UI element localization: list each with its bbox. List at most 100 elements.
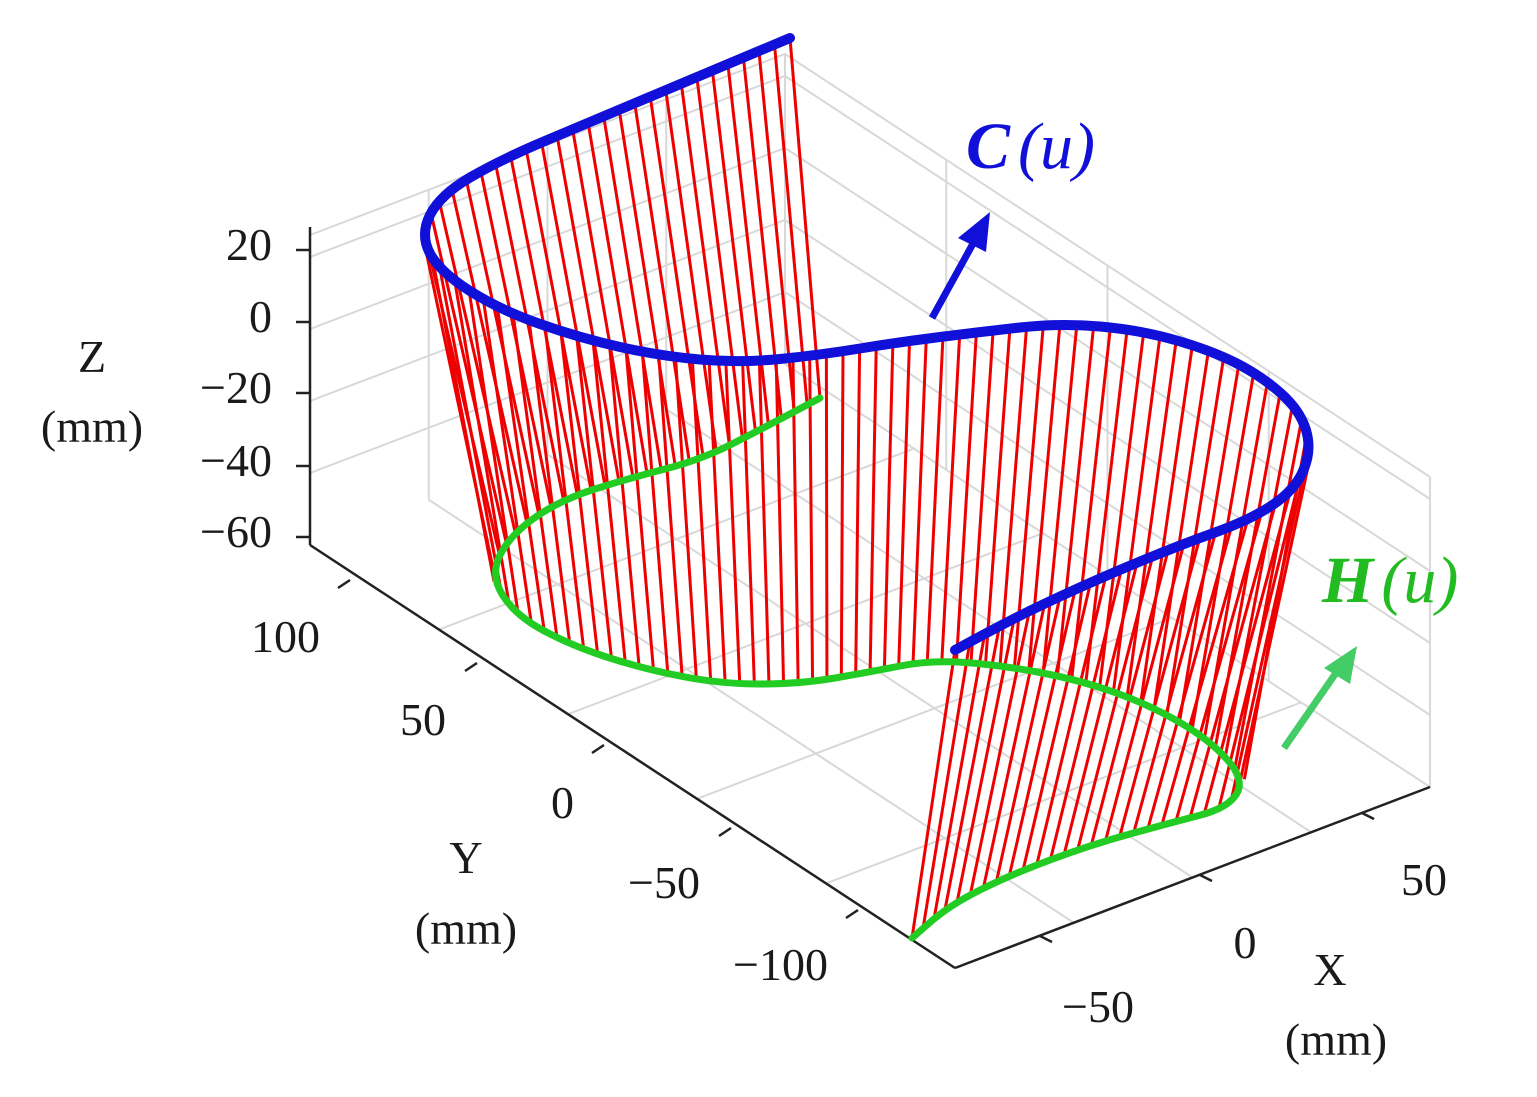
y-tick-label: −50 bbox=[628, 857, 700, 908]
z-tick-label: 0 bbox=[249, 291, 272, 342]
ruling-line bbox=[1174, 511, 1264, 822]
curve-c-label-arg: (u) bbox=[1018, 110, 1095, 183]
ruling-line bbox=[657, 355, 684, 677]
ruling-line bbox=[607, 344, 641, 668]
curve-h-label: H (u) bbox=[1321, 544, 1458, 617]
ruling-line bbox=[1104, 543, 1186, 842]
ruling-line bbox=[1132, 531, 1218, 834]
ruling-line bbox=[932, 633, 987, 920]
ruling-line bbox=[1007, 589, 1077, 876]
ruling-line bbox=[1233, 416, 1304, 769]
ruling-line bbox=[1062, 562, 1139, 856]
y-tick-label: 50 bbox=[400, 694, 446, 745]
ruling-line bbox=[943, 625, 1001, 910]
ruling-line bbox=[1070, 327, 1112, 679]
ruling-line bbox=[741, 362, 756, 685]
z-tick-label: 20 bbox=[226, 219, 272, 270]
ruling-line bbox=[1152, 349, 1211, 708]
ruling-line bbox=[868, 345, 878, 673]
ruling-line bbox=[854, 348, 862, 675]
ruling-line bbox=[640, 351, 670, 674]
ruling-line bbox=[695, 76, 744, 439]
ruling-line bbox=[633, 102, 691, 463]
curve-c-arrow bbox=[928, 212, 990, 320]
y-tick-mark bbox=[464, 661, 478, 673]
ruling-line bbox=[824, 353, 829, 680]
ruling-line bbox=[664, 89, 718, 453]
x-tick-mark bbox=[1199, 873, 1213, 883]
x-axis-unit: (mm) bbox=[1285, 1014, 1387, 1065]
y-tick-mark bbox=[337, 578, 351, 590]
x-axis-line bbox=[954, 785, 1431, 970]
ruling-line bbox=[437, 197, 517, 532]
curve-h-arrow bbox=[1281, 646, 1357, 750]
ruling-line bbox=[450, 187, 529, 524]
ruling-line bbox=[998, 326, 1029, 666]
ruling-line bbox=[591, 340, 627, 664]
ruling-line bbox=[981, 603, 1047, 889]
ruling-line bbox=[540, 142, 607, 487]
curve-h bbox=[492, 394, 1243, 942]
ruling-line bbox=[1160, 520, 1249, 826]
curve-h-label-arg: (u) bbox=[1381, 544, 1458, 617]
ruling-line bbox=[954, 332, 978, 662]
ruling-line bbox=[624, 348, 656, 671]
ruling-line bbox=[984, 328, 1012, 665]
ruling-line bbox=[897, 340, 912, 667]
wall-grid-line bbox=[309, 74, 1431, 500]
ruling-line bbox=[1048, 568, 1123, 861]
ruling-line bbox=[1236, 449, 1314, 792]
ruling-line bbox=[882, 343, 895, 670]
ruling-line bbox=[969, 330, 995, 664]
y-tick-label: 100 bbox=[251, 611, 320, 662]
ruling-line bbox=[1146, 526, 1233, 830]
x-tick-label: 0 bbox=[1234, 917, 1257, 968]
ruling-line bbox=[617, 109, 677, 467]
ruling-line bbox=[839, 351, 845, 677]
ruling-line bbox=[496, 308, 546, 632]
ruling-line bbox=[940, 334, 962, 661]
ruling-line bbox=[774, 359, 786, 685]
ruling-line bbox=[439, 272, 504, 595]
curve-c bbox=[420, 33, 1314, 655]
ruling-line bbox=[1035, 575, 1108, 866]
z-tick-label: −60 bbox=[200, 506, 272, 557]
ruling-line bbox=[994, 596, 1062, 883]
y-axis-line bbox=[309, 543, 956, 970]
ruling-line bbox=[1021, 582, 1093, 871]
ruling-line bbox=[586, 122, 649, 474]
ruling-line bbox=[602, 116, 663, 471]
z-tick-label: −40 bbox=[200, 435, 272, 486]
x-tick-mark bbox=[1361, 811, 1375, 821]
ruling-line bbox=[511, 314, 559, 639]
ruling-line bbox=[1084, 328, 1129, 683]
ruling-line bbox=[1041, 324, 1079, 674]
ruling-line bbox=[1188, 502, 1278, 819]
ruling-line bbox=[1055, 325, 1096, 676]
ruling-line bbox=[430, 257, 496, 582]
ruling-line bbox=[1216, 480, 1301, 811]
wall-grid-line bbox=[309, 218, 1431, 644]
ruling-line bbox=[707, 360, 727, 685]
y-tick-mark bbox=[845, 908, 859, 920]
y-tick-labels: 100 50 0 −50 −100 bbox=[251, 611, 828, 990]
axes-lines bbox=[296, 227, 1431, 970]
ruling-line bbox=[910, 649, 957, 939]
ruling-line bbox=[757, 361, 771, 685]
ruling-line bbox=[772, 44, 809, 406]
ruling-line bbox=[968, 610, 1031, 896]
ruling-line bbox=[921, 641, 972, 929]
ruling-line bbox=[1076, 555, 1155, 850]
ruling-line bbox=[1139, 344, 1194, 702]
ruling-line bbox=[527, 319, 572, 646]
z-axis-unit: (mm) bbox=[41, 401, 143, 452]
ruling-line bbox=[679, 83, 731, 446]
x-axis-label: X bbox=[1313, 944, 1346, 995]
x-tick-mark bbox=[1039, 934, 1053, 944]
ruling-line bbox=[555, 135, 621, 482]
ruling-line bbox=[1228, 464, 1308, 805]
z-tick-labels: 20 0 −20 −40 −60 bbox=[200, 219, 272, 557]
ruling-line bbox=[575, 336, 613, 659]
ruling-line bbox=[467, 290, 521, 618]
